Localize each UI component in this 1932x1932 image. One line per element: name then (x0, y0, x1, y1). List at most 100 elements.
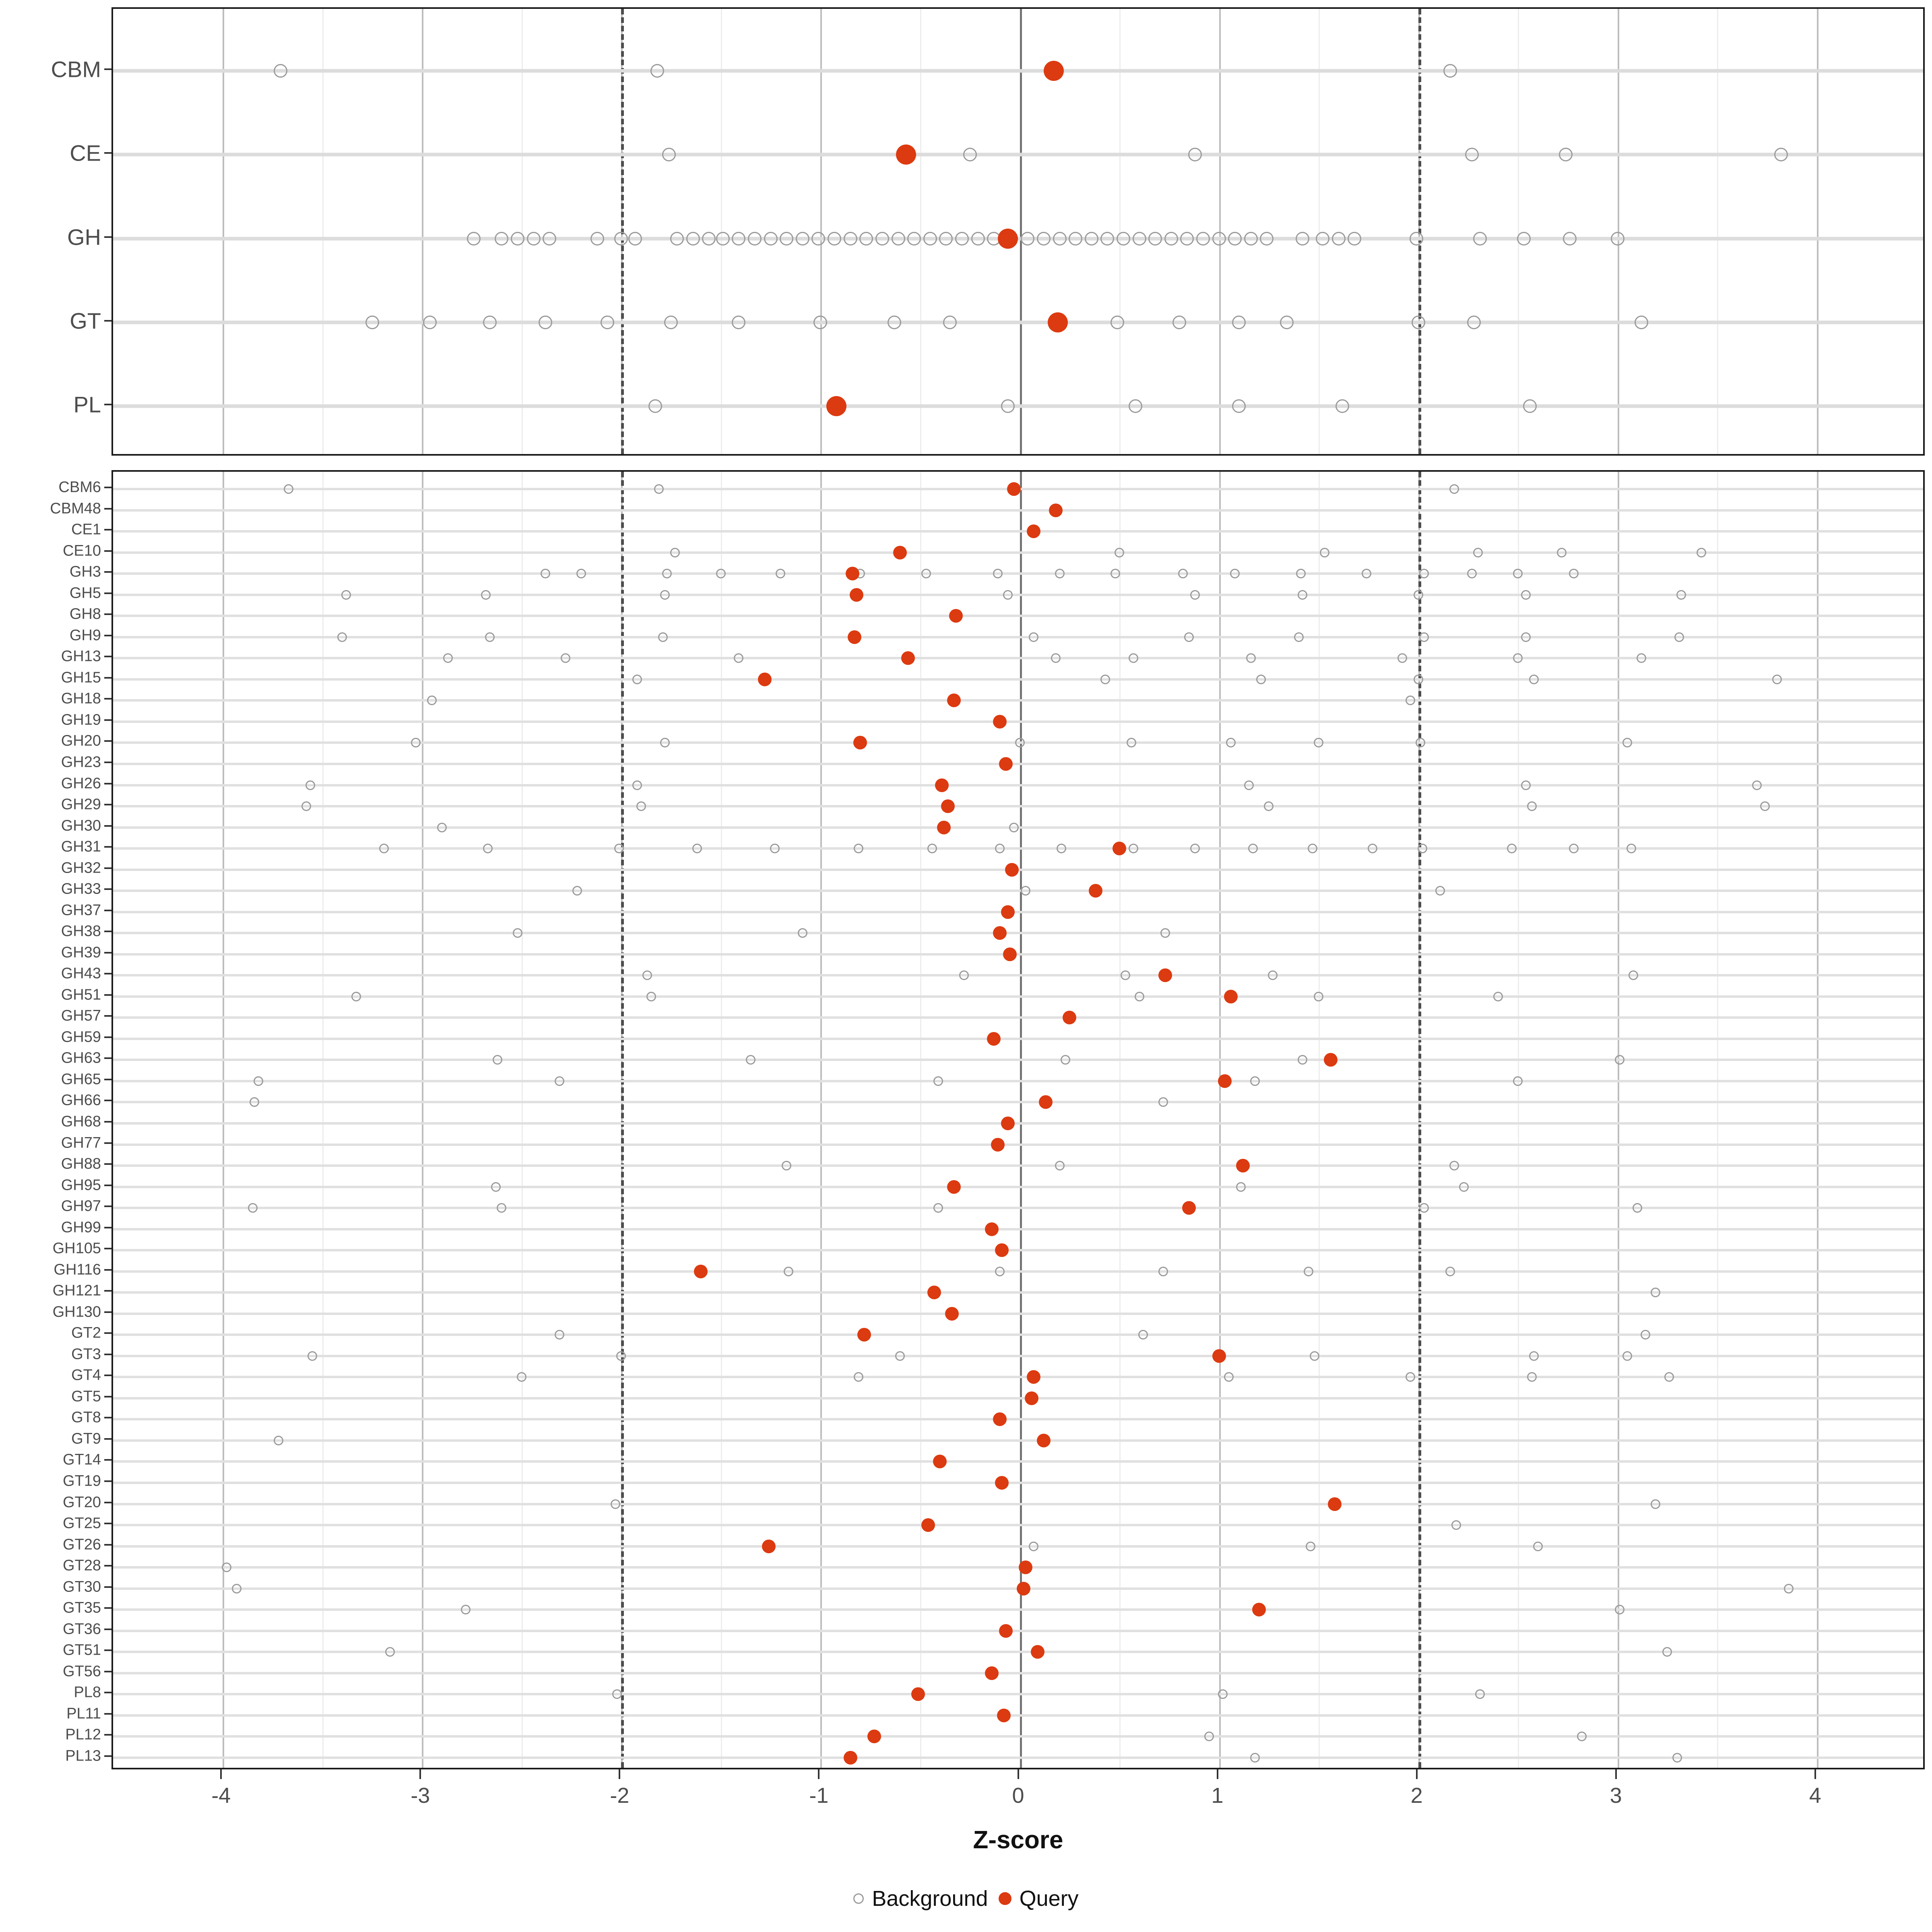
background-point (1521, 632, 1531, 642)
background-point (1160, 928, 1170, 938)
y-axis-label-GH15: GH15 (61, 669, 101, 686)
legend-item-query[interactable]: Query (998, 1886, 1079, 1911)
y-axis-tick (104, 320, 111, 322)
y-axis-label-GT25: GT25 (62, 1515, 101, 1532)
background-point (1180, 231, 1194, 246)
background-point (1409, 231, 1423, 246)
y-axis-tick (104, 1226, 111, 1228)
background-point (308, 1351, 318, 1361)
background-point (732, 315, 746, 329)
background-point (1100, 674, 1110, 684)
background-point (1250, 1076, 1260, 1086)
background-point (1650, 1499, 1660, 1509)
family-level-plot-area (113, 472, 1923, 1768)
background-point (491, 1182, 501, 1192)
row-gridline (113, 1185, 1923, 1188)
background-point (1419, 632, 1429, 642)
background-point (660, 590, 670, 600)
y-axis-label-GH33: GH33 (61, 880, 101, 898)
row-gridline (113, 1333, 1923, 1336)
background-point (650, 64, 664, 78)
y-axis-label-GH8: GH8 (69, 605, 101, 623)
y-axis-tick (104, 1670, 111, 1672)
legend-item-background[interactable]: Background (853, 1886, 988, 1911)
background-point (1315, 231, 1329, 246)
background-point (1128, 844, 1138, 854)
background-point (732, 231, 746, 246)
background-point (1527, 1372, 1537, 1382)
y-axis-label-PL13: PL13 (65, 1747, 101, 1765)
background-point (702, 231, 716, 246)
background-point (1529, 1351, 1539, 1361)
background-point (590, 231, 604, 246)
background-point (1521, 590, 1531, 600)
background-point (1021, 231, 1035, 246)
row-gridline (113, 1164, 1923, 1167)
row-gridline (113, 1566, 1923, 1569)
background-point (1672, 1752, 1682, 1763)
background-point (1696, 547, 1706, 557)
x-minor-gridline (720, 472, 722, 1768)
y-axis-tick (104, 1395, 111, 1397)
background-point (1232, 399, 1246, 413)
query-point (843, 1750, 857, 1765)
background-point (1473, 231, 1487, 246)
row-gridline (113, 1376, 1923, 1379)
background-point (1304, 1266, 1314, 1276)
y-axis-tick (104, 1607, 111, 1609)
x-minor-gridline (1119, 472, 1121, 1768)
background-point (1009, 822, 1019, 832)
background-point (1577, 1732, 1587, 1742)
background-point (1569, 569, 1579, 579)
background-point (1029, 632, 1039, 642)
y-axis-tick (104, 571, 111, 573)
background-point (1314, 738, 1324, 748)
background-point (1003, 590, 1013, 600)
background-point (411, 738, 421, 748)
query-point (1001, 1116, 1015, 1130)
background-point (560, 653, 570, 663)
background-point (485, 632, 495, 642)
y-axis-label-GH105: GH105 (52, 1240, 101, 1257)
x-gridline-3 (1617, 9, 1619, 454)
background-point (1138, 1330, 1148, 1340)
background-point (614, 844, 624, 854)
query-point (985, 1222, 999, 1236)
query-point (947, 1180, 961, 1194)
background-point (1084, 231, 1098, 246)
background-point (734, 653, 744, 663)
y-axis-tick (104, 1713, 111, 1715)
query-point (758, 672, 772, 686)
query-point (1043, 61, 1064, 81)
background-point (1158, 1266, 1168, 1276)
y-axis-label-GT30: GT30 (62, 1578, 101, 1596)
row-gridline (113, 784, 1923, 786)
background-point (341, 590, 351, 600)
background-point (646, 991, 656, 1001)
background-point (1774, 148, 1788, 162)
background-point (813, 315, 828, 329)
y-axis-tick (104, 1565, 111, 1567)
legend-label-background: Background (872, 1887, 988, 1911)
background-point (248, 1203, 258, 1213)
y-axis-label-GH26: GH26 (61, 775, 101, 792)
query-point (857, 1328, 871, 1342)
background-point (1527, 801, 1537, 811)
y-axis-tick (104, 867, 111, 869)
background-point (1188, 148, 1202, 162)
background-point (993, 569, 1003, 579)
y-axis-tick (104, 529, 111, 531)
query-point (921, 1518, 935, 1532)
background-point (927, 844, 937, 854)
background-point (1001, 399, 1015, 413)
query-point (893, 545, 907, 559)
y-axis-tick (104, 677, 111, 679)
background-point (776, 569, 786, 579)
y-axis-label-GT: GT (70, 308, 101, 334)
background-point (1533, 1541, 1543, 1551)
background-point (1633, 1203, 1643, 1213)
background-point (543, 231, 557, 246)
background-point (670, 547, 680, 557)
class-level-plot-area (113, 9, 1923, 454)
